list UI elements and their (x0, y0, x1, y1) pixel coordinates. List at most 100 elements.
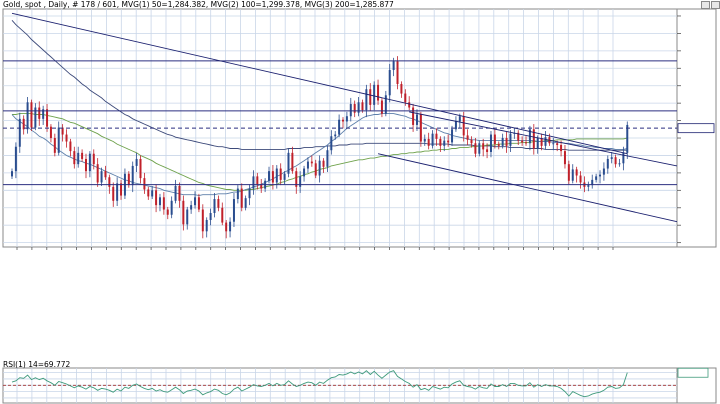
candle-body (610, 157, 613, 159)
candle-body (53, 138, 56, 153)
candle-body (517, 132, 520, 141)
candle-body (240, 188, 243, 208)
candle-body (26, 102, 29, 130)
candle-body (614, 157, 617, 165)
candle-body (392, 61, 395, 71)
candle-body (279, 168, 282, 180)
candle-body (151, 190, 154, 197)
candle-body (299, 176, 302, 187)
candle-body (201, 209, 204, 232)
candle-body (96, 164, 99, 183)
candle-body (602, 168, 605, 175)
candle-body (470, 139, 473, 144)
candle-body (209, 213, 212, 220)
candle-body (571, 169, 574, 181)
candle-body (330, 136, 333, 151)
candle-body (65, 134, 68, 142)
candle-body (552, 143, 555, 145)
candle-body (521, 140, 524, 143)
candle-body (486, 149, 489, 152)
candle-body (283, 173, 286, 180)
candle-body (92, 153, 95, 165)
ma200-line (11, 20, 628, 151)
candle-body (18, 118, 21, 147)
candle-body (30, 102, 33, 128)
rsi-last-badge (677, 367, 709, 378)
candle-body (306, 161, 309, 169)
trend-line (377, 153, 678, 223)
candle-body (104, 171, 107, 178)
candle-body (77, 152, 80, 165)
candle-body (388, 70, 391, 96)
candle-body (287, 152, 290, 174)
candle-body (49, 126, 52, 139)
candle-body (349, 104, 352, 117)
candle-body (373, 84, 376, 105)
candle-body (419, 114, 422, 142)
candle-body (458, 116, 461, 122)
candle-body (248, 188, 251, 199)
candle-body (116, 183, 119, 201)
candle-body (162, 197, 165, 210)
candle-body (131, 165, 134, 186)
candle-body (338, 119, 341, 135)
candle-body (84, 158, 87, 172)
candle-body (501, 138, 504, 146)
candle-body (322, 160, 325, 167)
candle-body (244, 198, 247, 208)
candle-body (606, 158, 609, 169)
candle-body (544, 137, 547, 146)
candle-body (225, 222, 228, 232)
candle-body (474, 143, 477, 154)
candle-body (567, 164, 570, 181)
candle-body (396, 61, 399, 84)
candle-body (38, 107, 41, 119)
candle-body (88, 153, 91, 172)
candle-body (478, 143, 481, 154)
candle-body (357, 102, 360, 113)
candle-body (489, 134, 492, 152)
candle-body (46, 109, 49, 127)
candle-body (275, 168, 278, 183)
candle-body (377, 84, 380, 101)
candle-body (595, 176, 598, 180)
candle-body (268, 171, 271, 181)
candle-body (505, 138, 508, 146)
candle-body (174, 185, 177, 201)
candle-body (404, 93, 407, 103)
candle-body (197, 197, 200, 210)
candle-body (232, 199, 235, 222)
panel-close-button[interactable] (711, 1, 720, 9)
rsi-line (11, 370, 628, 398)
candle-body (447, 140, 450, 143)
candle-body (451, 129, 454, 143)
panel-minimize-button[interactable] (701, 1, 710, 9)
candle-body (509, 133, 512, 146)
candle-body (178, 185, 181, 201)
candle-body (361, 102, 364, 111)
candle-body (587, 185, 590, 187)
candle-body (618, 163, 621, 165)
axes (16, 15, 715, 378)
candle-body (205, 219, 208, 232)
candle-body (108, 177, 111, 187)
candle-body (158, 197, 161, 206)
candle-body (190, 205, 193, 210)
candlesticks (11, 56, 629, 239)
candle-body (11, 171, 13, 177)
candle-body (22, 118, 25, 130)
candle-body (120, 183, 123, 196)
candle-body (369, 89, 372, 105)
candle-body (626, 124, 629, 153)
candle-body (303, 168, 306, 177)
candle-body (384, 95, 387, 114)
candle-body (217, 199, 220, 208)
candle-body (73, 151, 76, 165)
candle-body (127, 173, 130, 186)
candle-body (380, 100, 383, 114)
candle-body (353, 104, 356, 113)
candle-body (439, 138, 442, 146)
rsi-title: RSI(1) 14=69.772 (3, 360, 71, 369)
candle-body (135, 158, 138, 166)
candle-body (155, 190, 158, 206)
